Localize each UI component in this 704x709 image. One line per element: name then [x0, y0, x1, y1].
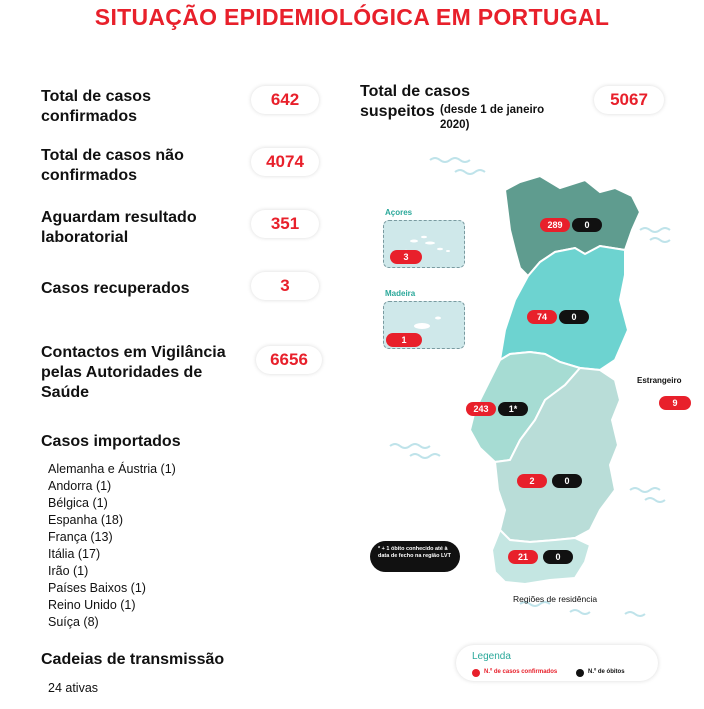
estrangeiro-cases: 9 — [659, 396, 691, 410]
legend: Legenda N.º de casos confirmados N.º de … — [456, 645, 658, 681]
importados-item: Suíça (8) — [48, 615, 99, 629]
stat-sub-suspeitos: (desde 1 de janeiro 2020) — [440, 104, 545, 131]
stat-value-suspeitos: 5067 — [594, 86, 664, 114]
stat-label-nao-confirmados: Total de casos não confirmados — [41, 147, 184, 184]
stat-value-vigilancia: 6656 — [256, 346, 322, 374]
importados-item: Alemanha e Áustria (1) — [48, 462, 176, 476]
norte-cases: 289 — [540, 218, 570, 232]
stat-value-aguardam: 351 — [251, 210, 319, 238]
map-caption: Regiões de residência — [513, 594, 598, 604]
importados-item: Reino Unido (1) — [48, 598, 136, 612]
importados-item: França (13) — [48, 530, 113, 544]
importados-heading: Casos importados — [41, 433, 181, 450]
cadeias-heading: Cadeias de transmissão — [41, 651, 225, 668]
stat-value-confirmados: 642 — [251, 86, 319, 114]
wave-decorations — [389, 157, 671, 617]
page-title: SITUAÇÃO EPIDEMIOLÓGICA EM PORTUGAL — [94, 4, 610, 30]
madeira-cases: 1 — [386, 333, 422, 347]
legend-deaths-dot — [576, 669, 584, 677]
importados-item: Espanha (18) — [48, 513, 124, 527]
legend-title: Legenda — [472, 651, 511, 662]
stat-label-confirmados: Total de casos confirmados — [41, 88, 151, 125]
importados-item: Países Baixos (1) — [48, 581, 146, 595]
madeira-islands — [414, 316, 441, 329]
stat-label-suspeitos: Total de casos suspeitos — [360, 83, 470, 120]
centro-deaths: 0 — [559, 310, 589, 324]
importados-item: Andorra (1) — [48, 479, 112, 493]
stat-label-recuperados: Casos recuperados — [41, 280, 190, 297]
legend-confirmed-dot — [472, 669, 480, 677]
centro-cases: 74 — [527, 310, 557, 324]
algarve-deaths: 0 — [543, 550, 573, 564]
legend-confirmed-label: N.º de casos confirmados — [484, 669, 558, 675]
alentejo-cases: 2 — [517, 474, 547, 488]
legend-deaths-label: N.º de óbitos — [588, 669, 625, 675]
cadeias-value: 24 ativas — [48, 681, 99, 695]
alentejo-deaths: 0 — [552, 474, 582, 488]
algarve-cases: 21 — [508, 550, 538, 564]
stat-value-nao-confirmados: 4074 — [251, 148, 319, 176]
lvt-footnote: * + 1 óbito conhecido até à data de fech… — [370, 541, 460, 572]
stat-label-vigilancia: Contactos em Vigilância pelas Autoridade… — [41, 344, 226, 401]
importados-item: Bélgica (1) — [48, 496, 108, 510]
acores-label: Açores — [385, 208, 413, 217]
importados-item: Irão (1) — [48, 564, 89, 578]
norte-deaths: 0 — [572, 218, 602, 232]
stat-label-aguardam: Aguardam resultado laboratorial — [41, 209, 197, 246]
lvt-cases: 243 — [466, 402, 496, 416]
stat-value-recuperados: 3 — [251, 272, 319, 300]
region-algarve — [490, 528, 592, 586]
madeira-label: Madeira — [385, 289, 416, 298]
lvt-deaths: 1* — [498, 402, 528, 416]
importados-item: Itália (17) — [48, 547, 101, 561]
importados-list: Alemanha e Áustria (1) Andorra (1) Bélgica… — [48, 461, 176, 631]
acores-cases: 3 — [390, 250, 422, 264]
estrangeiro-label: Estrangeiro — [637, 376, 682, 385]
